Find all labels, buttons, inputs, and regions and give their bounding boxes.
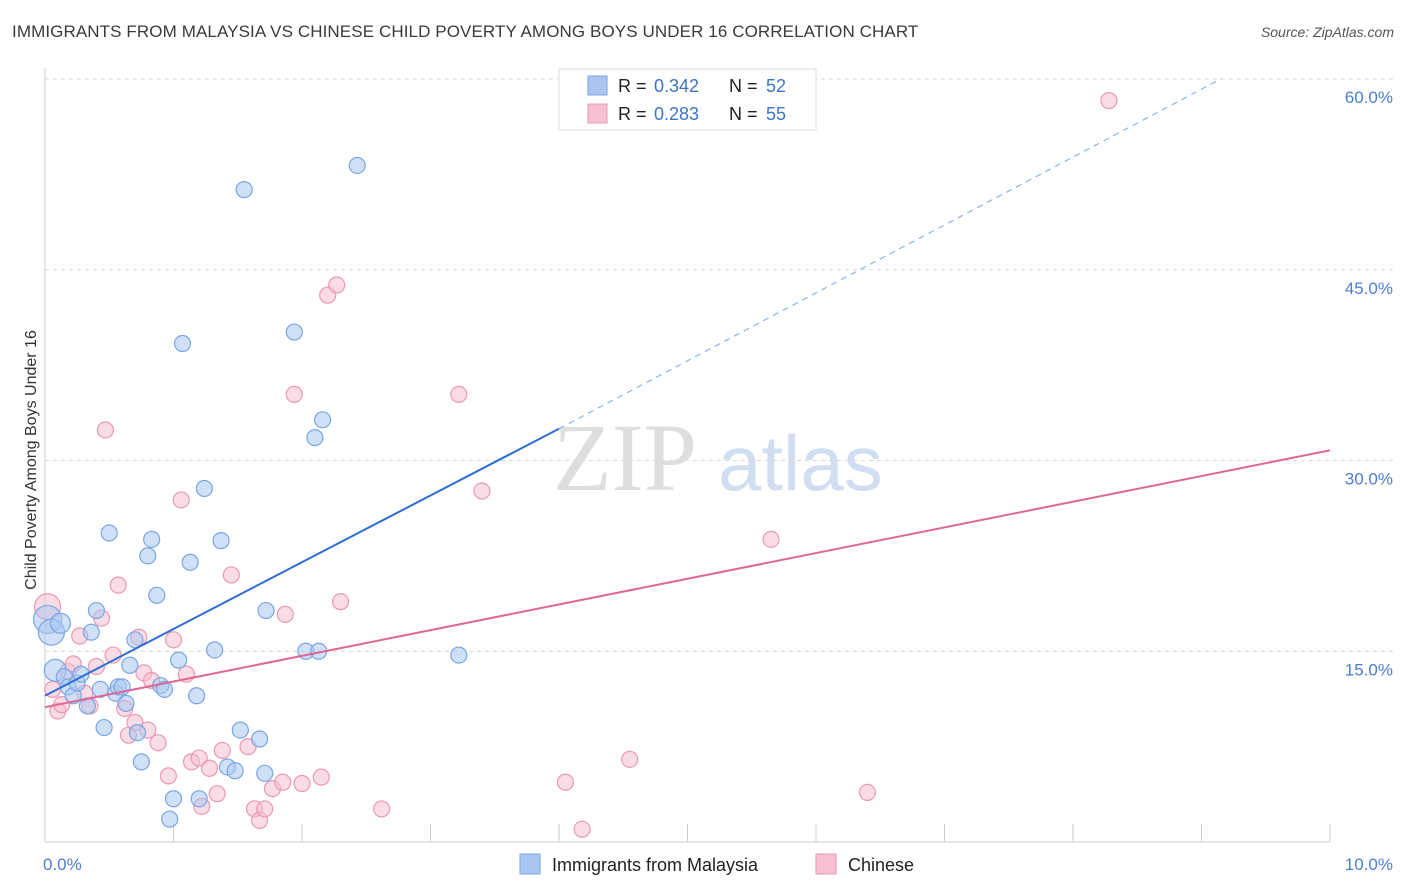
point-malaysia-34 [190,790,208,808]
point-chinese-47 [450,385,468,403]
point-malaysia-19 [121,656,139,674]
point-chinese-40 [285,385,303,403]
point-malaysia-27 [155,680,174,699]
point-malaysia-28 [161,810,179,828]
watermark-atlas: atlas [718,419,883,507]
point-malaysia-44 [257,601,275,620]
point-chinese-46 [373,800,391,818]
point-malaysia-39 [226,762,244,780]
point-malaysia-3 [49,612,72,634]
point-chinese-51 [621,750,639,768]
trend-line-malaysia-extension [558,78,1222,430]
y-tick-label-1: 30.0% [1345,470,1393,489]
point-malaysia-40 [231,721,249,739]
point-malaysia-47 [306,429,324,447]
point-malaysia-45 [285,323,303,341]
point-malaysia-21 [128,724,147,742]
legend-n-value-2: 55 [766,104,786,124]
y-axis-label: Child Poverty Among Boys Under 16 [23,330,40,590]
legend-r-value-2: 0.283 [654,104,699,124]
legend: R = 0.342 N = 52 R = 0.283 N = 55 [558,68,817,131]
point-chinese-45 [331,593,350,611]
point-chinese-22 [159,767,177,785]
point-malaysia-29 [164,790,183,808]
point-chinese-32 [222,566,240,584]
point-chinese-53 [858,783,877,802]
point-malaysia-30 [170,651,188,669]
point-malaysia-23 [139,547,157,565]
point-malaysia-10 [82,623,100,641]
point-chinese-52 [762,530,780,548]
point-malaysia-11 [87,601,106,620]
legend-r-value-1: 0.342 [654,76,699,96]
legend-n-value-1: 52 [766,76,786,96]
point-chinese-30 [208,785,226,803]
point-chinese-39 [276,605,294,623]
legend-r-label-2: R = [618,104,647,124]
x-tick-label-0: 0.0% [43,855,82,874]
point-chinese-11 [96,421,114,439]
watermark-zip: ZIP [553,404,697,511]
x-tick-label-1: 10.0% [1345,855,1393,874]
point-chinese-49 [556,773,575,791]
chart-source: Source: ZipAtlas.com [1260,24,1394,40]
point-chinese-38 [274,773,292,791]
point-malaysia-14 [100,524,118,542]
bottom-legend: Immigrants from Malaysia Chinese [519,853,914,875]
point-malaysia-22 [132,753,150,771]
point-malaysia-37 [212,532,230,550]
point-chinese-31 [213,741,231,760]
point-chinese-36 [256,800,274,818]
bottom-legend-swatch-malaysia [519,853,541,875]
point-malaysia-42 [250,730,269,748]
point-chinese-44 [328,276,346,294]
y-tick-label-0: 15.0% [1345,660,1393,679]
point-malaysia-20 [126,631,144,649]
point-malaysia-32 [181,553,199,571]
point-malaysia-50 [348,156,366,175]
point-chinese-21 [149,734,167,752]
legend-n-label-1: N = [729,76,758,96]
point-chinese-42 [312,768,330,786]
chart-title: IMMIGRANTS FROM MALAYSIA VS CHINESE CHIL… [12,22,919,41]
point-chinese-29 [200,759,219,777]
point-chinese-41 [293,774,311,793]
point-chinese-13 [109,576,127,594]
point-chinese-27 [190,749,208,767]
legend-n-label-2: N = [729,104,758,124]
point-malaysia-36 [206,641,224,659]
point-chinese-54 [1100,92,1118,110]
point-chinese-23 [164,631,183,649]
trend-line-malaysia [44,427,560,697]
point-malaysia-13 [95,718,113,737]
point-malaysia-41 [235,181,253,199]
point-malaysia-18 [117,694,135,712]
legend-swatch-chinese [587,103,608,124]
point-malaysia-24 [143,530,161,548]
trend-line-chinese [44,449,1331,709]
legend-swatch-malaysia [587,75,608,96]
point-malaysia-25 [148,586,166,604]
point-malaysia-35 [195,479,213,498]
point-malaysia-49 [313,411,332,429]
point-chinese-50 [573,820,591,838]
legend-r-label-1: R = [618,76,647,96]
bottom-legend-label-malaysia: Immigrants from Malaysia [552,855,759,875]
y-tick-label-3: 60.0% [1345,88,1393,107]
point-chinese-24 [172,491,190,509]
y-tick-label-2: 45.0% [1345,279,1393,298]
point-malaysia-43 [256,764,274,782]
point-malaysia-51 [450,646,468,664]
point-malaysia-33 [188,687,206,705]
bottom-legend-swatch-chinese [815,853,837,875]
point-chinese-48 [473,482,491,500]
point-malaysia-31 [173,334,192,353]
bottom-legend-label-chinese: Chinese [848,855,914,875]
